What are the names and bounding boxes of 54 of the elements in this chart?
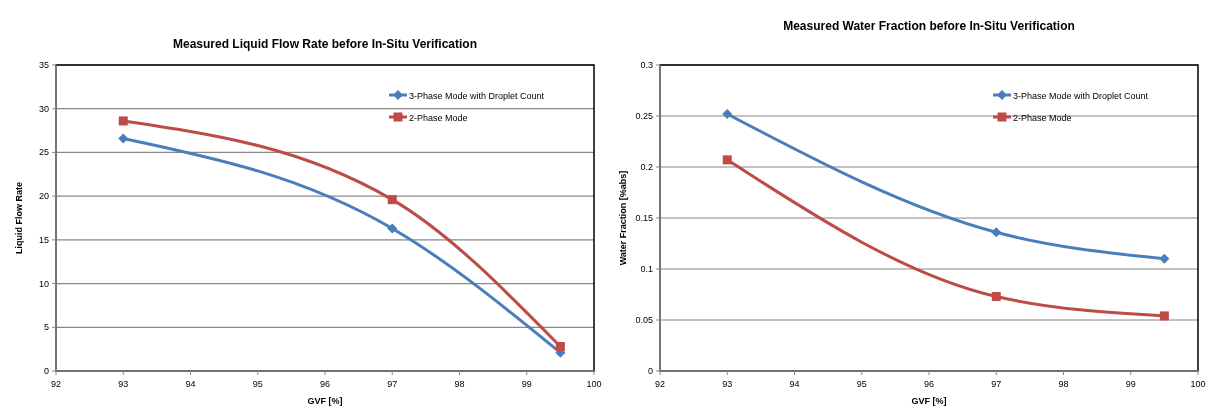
x-tick-label: 92 bbox=[50, 379, 62, 389]
y-tick-label: 25 bbox=[38, 147, 49, 158]
point bbox=[722, 155, 732, 165]
y-tick-label: 20 bbox=[38, 191, 49, 202]
y-tick-label: 0 bbox=[43, 366, 49, 376]
x-tick-label: 93 bbox=[118, 379, 129, 389]
x-tick-label: 94 bbox=[185, 379, 196, 389]
point bbox=[387, 223, 398, 234]
x-tick-label: 100 bbox=[586, 379, 602, 389]
x-tick-label: 99 bbox=[521, 379, 532, 389]
x-tick-label: 97 bbox=[387, 379, 398, 389]
y-axis-title: Water Fraction [%abs] bbox=[618, 170, 628, 266]
point bbox=[118, 133, 129, 144]
x-tick-label: 92 bbox=[654, 379, 666, 389]
y-tick-label: 0.3 bbox=[640, 60, 653, 70]
y-tick-label: 0.1 bbox=[640, 264, 653, 274]
x-tick-label: 94 bbox=[789, 379, 800, 389]
point bbox=[1159, 311, 1169, 321]
y-tick-label: 0.15 bbox=[635, 213, 653, 223]
point bbox=[387, 195, 397, 205]
legend-label: 3-Phase Mode with Droplet Count bbox=[1013, 90, 1149, 101]
y-axis-title: Liquid Flow Rate bbox=[14, 182, 24, 254]
x-tick-label: 96 bbox=[923, 379, 935, 389]
x-tick-label: 95 bbox=[252, 379, 263, 389]
y-tick-label: 5 bbox=[43, 322, 49, 333]
y-tick-label: 15 bbox=[38, 234, 49, 245]
y-tick-label: 0.05 bbox=[635, 315, 653, 325]
y-tick-label: 30 bbox=[38, 103, 49, 114]
chart-title: Measured Water Fraction before In-Situ Verification bbox=[783, 19, 1075, 33]
point bbox=[1159, 253, 1170, 264]
legend-label: 3-Phase Mode with Droplet Count bbox=[409, 90, 545, 101]
y-tick-label: 0 bbox=[647, 366, 653, 376]
y-tick-label: 35 bbox=[38, 60, 49, 70]
x-tick-label: 93 bbox=[722, 379, 733, 389]
y-tick-label: 10 bbox=[38, 278, 49, 289]
point bbox=[991, 227, 1002, 238]
legend-label: 2-Phase Mode bbox=[409, 112, 468, 123]
chart-title: Measured Liquid Flow Rate before In-Situ Verification bbox=[172, 37, 478, 51]
point bbox=[555, 342, 565, 352]
point bbox=[118, 116, 128, 126]
x-tick-label: 99 bbox=[1125, 379, 1136, 389]
x-axis-title: GVF [%] bbox=[307, 396, 343, 406]
x-tick-label: 97 bbox=[991, 379, 1002, 389]
y-tick-label: 0.2 bbox=[640, 162, 653, 172]
x-tick-label: 98 bbox=[454, 379, 465, 389]
x-tick-label: 100 bbox=[1190, 379, 1206, 389]
y-tick-label: 0.25 bbox=[635, 111, 653, 121]
x-tick-label: 95 bbox=[856, 379, 867, 389]
x-axis-title: GVF [%] bbox=[911, 396, 947, 406]
legend-label: 2-Phase Mode bbox=[1013, 112, 1072, 123]
point bbox=[722, 108, 733, 119]
x-tick-label: 96 bbox=[319, 379, 331, 389]
point bbox=[991, 292, 1001, 302]
x-tick-label: 98 bbox=[1058, 379, 1069, 389]
